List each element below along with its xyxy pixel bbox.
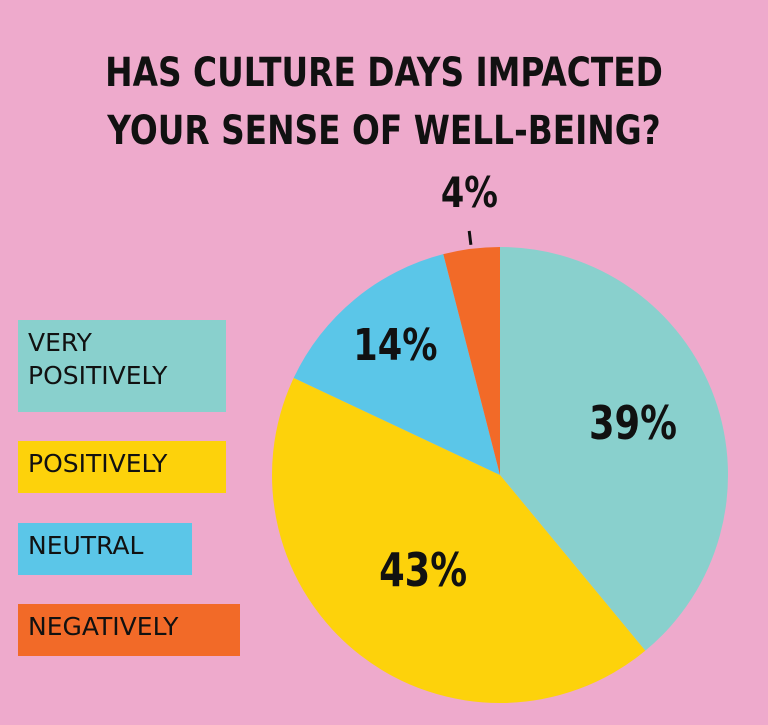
leader-lines <box>467 230 473 245</box>
chart-title-line-1: HAS CULTURE DAYS IMPACTED <box>105 50 663 96</box>
legend-item-positively: POSITIVELY <box>18 441 226 493</box>
slice-label-very-positively: 39% <box>589 396 677 450</box>
slice-label-negatively: 4% <box>441 168 498 217</box>
legend-label-very-positively: VERY POSITIVELY <box>28 328 168 390</box>
chart-title-line-2: YOUR SENSE OF WELL-BEING? <box>107 108 661 154</box>
slice-labels: 39% 43% 14% 4% <box>353 168 677 597</box>
pie-slice-negatively <box>443 247 500 475</box>
pie-slice-positively <box>271 377 646 704</box>
slice-label-positively: 43% <box>379 543 467 597</box>
slice-label-neutral: 14% <box>353 320 437 371</box>
pie-slice-neutral <box>293 254 500 475</box>
legend-label-positively: POSITIVELY <box>28 449 168 478</box>
legend-item-very-positively: VERY POSITIVELY <box>18 320 226 412</box>
legend-item-neutral: NEUTRAL <box>18 523 192 575</box>
legend-item-negatively: NEGATIVELY <box>18 604 240 656</box>
pie-slices <box>271 247 729 704</box>
pie-slice-very-positively <box>500 247 729 651</box>
leader-line-negatively <box>467 230 473 245</box>
legend-label-neutral: NEUTRAL <box>28 531 144 560</box>
legend-label-negatively: NEGATIVELY <box>28 612 179 641</box>
